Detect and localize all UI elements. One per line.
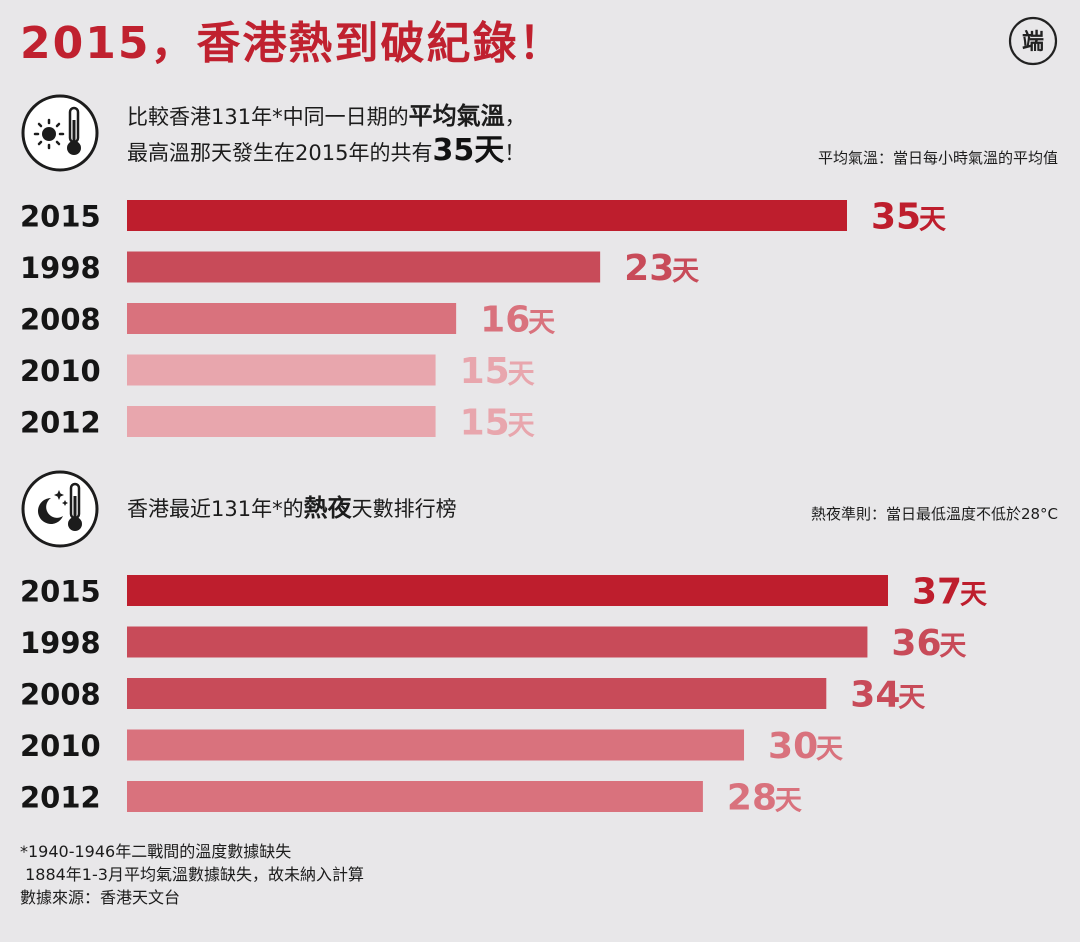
- sun-thermometer-icon: [21, 94, 99, 172]
- value-label: 37: [912, 572, 962, 613]
- value-label: 23: [624, 248, 674, 289]
- year-label: 2010: [20, 354, 101, 388]
- brand-logo: 端: [1008, 16, 1058, 66]
- unit-label: 天: [939, 631, 966, 662]
- year-label: 1998: [20, 626, 101, 660]
- year-label: 2008: [20, 678, 101, 712]
- unit-label: 天: [528, 308, 555, 339]
- unit-label: 天: [816, 734, 843, 765]
- unit-label: 天: [508, 359, 535, 390]
- unit-label: 天: [672, 256, 699, 287]
- footnote-line: 1884年1-3月平均氣溫數據缺失，故未納入計算: [20, 865, 364, 884]
- bar: [127, 729, 745, 761]
- year-label: 2010: [20, 729, 101, 763]
- year-label: 2012: [20, 781, 101, 815]
- footnote-line: 數據來源：香港天文台: [20, 888, 181, 907]
- bar: [127, 200, 847, 231]
- section2-note: 熱夜準則：當日最低溫度不低於28°C: [810, 505, 1058, 523]
- value-label: 15: [460, 351, 510, 392]
- unit-label: 天: [775, 786, 802, 816]
- bar: [127, 678, 827, 709]
- year-label: 2012: [20, 406, 101, 440]
- year-label: 2015: [20, 575, 101, 609]
- footnote-line: *1940-1946年二戰間的溫度數據缺失: [20, 842, 292, 861]
- bar: [127, 354, 436, 386]
- bar: [127, 781, 703, 812]
- value-label: 16: [480, 300, 530, 341]
- bar: [127, 303, 457, 334]
- value-label: 36: [891, 623, 941, 664]
- bar: [127, 406, 436, 437]
- section1-note: 平均氣溫：當日每小時氣溫的平均值: [817, 149, 1058, 167]
- value-label: 30: [768, 726, 818, 767]
- brand-logo-text: 端: [1022, 30, 1044, 55]
- unit-label: 天: [919, 205, 946, 236]
- page-title: 2015，香港熱到破紀錄！: [20, 18, 565, 69]
- footnotes: *1940-1946年二戰間的溫度數據缺失 1884年1-3月平均氣溫數據缺失，…: [20, 840, 364, 909]
- year-label: 1998: [20, 251, 101, 285]
- unit-label: 天: [898, 683, 925, 714]
- moon-stars-thermometer-icon: [21, 470, 99, 548]
- unit-label: 天: [508, 411, 535, 441]
- bar: [127, 251, 601, 283]
- bar: [127, 626, 868, 658]
- section1-subtitle: 比較香港131年*中同一日期的平均氣溫， 最高溫那天發生在2015年的共有35天…: [127, 102, 526, 168]
- section2-subtitle: 香港最近131年*的熱夜天數排行榜: [127, 494, 457, 522]
- value-label: 35: [871, 197, 921, 238]
- unit-label: 天: [960, 580, 987, 611]
- value-label: 28: [727, 778, 777, 816]
- value-label: 15: [460, 403, 510, 441]
- bar: [127, 575, 888, 606]
- year-label: 2008: [20, 303, 101, 337]
- year-label: 2015: [20, 200, 101, 234]
- value-label: 34: [850, 675, 900, 716]
